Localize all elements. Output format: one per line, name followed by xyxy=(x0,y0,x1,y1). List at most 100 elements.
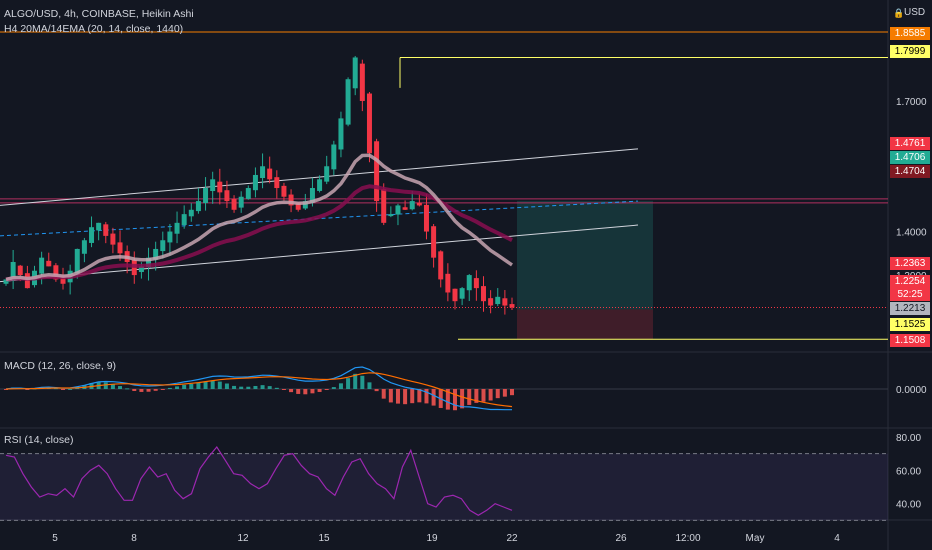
macd-hist-bar xyxy=(310,389,315,394)
price-label: 52:25 xyxy=(890,288,930,301)
candle-body xyxy=(103,224,109,236)
candle-body xyxy=(210,179,216,192)
macd-hist-bar xyxy=(203,381,208,389)
macd-hist-bar xyxy=(153,389,158,391)
candle-body xyxy=(231,198,237,210)
ema-14 xyxy=(5,153,513,282)
price-label: 1.4704 xyxy=(890,165,930,178)
candle-body xyxy=(459,288,465,299)
candle-body xyxy=(331,144,337,170)
macd-hist-bar xyxy=(381,389,386,399)
candle-body xyxy=(466,275,472,291)
macd-hist-bar xyxy=(367,382,372,389)
candle-body xyxy=(502,298,508,306)
macd-hist-bar xyxy=(125,388,130,390)
candle-body xyxy=(3,279,9,284)
time-tick: 15 xyxy=(318,533,330,544)
candle-body xyxy=(302,201,308,209)
macd-hist-bar xyxy=(403,389,408,405)
channel-upper xyxy=(0,148,639,206)
candle-body xyxy=(245,188,251,199)
macd-hist-bar xyxy=(410,389,415,404)
macd-hist-bar xyxy=(467,389,472,405)
candle-body xyxy=(260,166,266,179)
macd-hist-bar xyxy=(452,389,457,411)
candle-body xyxy=(153,248,159,260)
candle-body xyxy=(309,188,315,203)
macd-hist-bar xyxy=(103,382,108,389)
candle-body xyxy=(509,304,515,308)
macd-line xyxy=(5,366,512,411)
macd-hist-bar xyxy=(267,386,272,389)
macd-hist-bar xyxy=(160,389,165,390)
candle-body xyxy=(345,79,351,125)
macd-hist-bar xyxy=(281,389,286,390)
macd-hist-bar xyxy=(502,389,507,397)
macd-hist-bar xyxy=(317,389,322,392)
candle-body xyxy=(281,185,287,197)
macd-hist-bar xyxy=(196,382,201,389)
macd-hist-bar xyxy=(346,378,351,389)
macd-hist-bar xyxy=(374,389,379,392)
macd-hist-bar xyxy=(431,389,436,406)
price-label: 1.7999 xyxy=(890,45,930,58)
macd-hist-bar xyxy=(424,389,429,404)
candle-body xyxy=(495,296,501,305)
price-tick: 1.4000 xyxy=(896,228,927,239)
macd-hist-bar xyxy=(139,389,144,392)
candle-body xyxy=(317,179,323,191)
candle-body xyxy=(416,202,422,206)
macd-hist-bar xyxy=(146,389,151,392)
macd-hist-bar xyxy=(474,389,479,403)
position-profit-zone xyxy=(517,200,653,310)
candle-body xyxy=(352,57,358,89)
macd-hist-bar xyxy=(132,389,137,392)
macd-hist-bar xyxy=(460,389,465,409)
candle-body xyxy=(74,248,80,274)
macd-hist-bar xyxy=(324,389,329,391)
rsi-tick: 80.00 xyxy=(896,433,921,444)
candle-body xyxy=(188,209,194,217)
macd-title: MACD (12, 26, close, 9) xyxy=(4,360,117,372)
macd-hist-bar xyxy=(167,387,172,389)
macd-hist-bar xyxy=(61,389,66,390)
candle-body xyxy=(438,251,444,280)
candle-body xyxy=(445,273,451,293)
price-label: 1.1508 xyxy=(890,334,930,347)
candle-body xyxy=(46,260,52,267)
candle-body xyxy=(431,226,437,258)
macd-hist-bar xyxy=(253,385,258,389)
candle-body xyxy=(39,257,45,274)
candle-body xyxy=(480,286,486,302)
price-label: 1.2213 xyxy=(890,302,930,315)
macd-hist-bar xyxy=(182,384,187,389)
macd-hist-bar xyxy=(246,386,251,389)
candle-body xyxy=(96,222,102,231)
candle-body xyxy=(359,63,365,101)
position-loss-zone xyxy=(517,309,653,340)
symbol-title: ALGO/USD, 4h, COINBASE, Heikin Ashi xyxy=(4,8,194,20)
candle-body xyxy=(53,265,59,280)
currency-label: USD xyxy=(904,7,926,18)
price-tick: 1.7000 xyxy=(896,97,927,108)
macd-hist-bar xyxy=(445,389,450,410)
candle-body xyxy=(473,278,479,289)
indicator-title: H4 20MA/14EMA (20, 14, close, 1440) xyxy=(4,23,184,35)
candle-body xyxy=(267,168,273,180)
macd-hist-bar xyxy=(4,389,8,390)
candle-body xyxy=(195,201,201,212)
macd-hist-bar xyxy=(239,386,244,389)
candle-body xyxy=(366,93,372,154)
candle-body xyxy=(217,181,223,193)
candle-body xyxy=(174,222,180,234)
macd-hist-bar xyxy=(510,389,514,396)
candle-body xyxy=(295,203,301,210)
macd-hist-bar xyxy=(25,389,30,390)
macd-hist-bar xyxy=(217,381,222,389)
candle-body xyxy=(395,205,401,215)
price-label: 1.1525 xyxy=(890,318,930,331)
lock-icon[interactable]: 🔒 xyxy=(893,8,905,18)
candle-body xyxy=(402,207,408,210)
candle-body xyxy=(374,141,380,202)
